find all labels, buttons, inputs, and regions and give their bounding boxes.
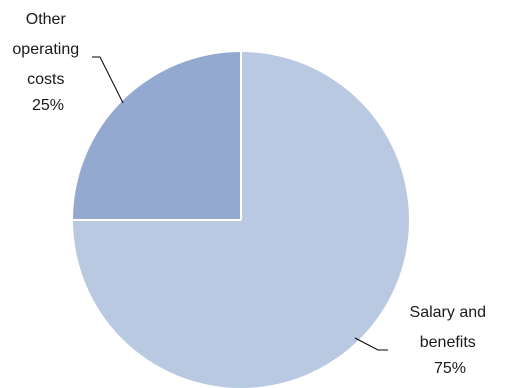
slice-label-salary-and-benefits: Salary and benefits 75% [410, 304, 491, 377]
slice-label-line: operating [12, 41, 79, 58]
slice-label-other-operating-costs: Other operating costs 25% [12, 11, 83, 114]
leader-line-other-operating-costs [92, 56, 124, 104]
slice-value-label: 75% [434, 360, 466, 377]
pie-slice-edges [73, 52, 242, 221]
slice-label-line: benefits [420, 334, 476, 351]
slice-label-line: costs [27, 71, 64, 88]
pie-slice-other-operating-costs [73, 52, 241, 220]
slice-value-label: 25% [32, 97, 64, 114]
leader-line-salary-and-benefits [354, 337, 388, 351]
slice-label-line: Salary and [410, 304, 487, 321]
slice-label-line: Other [26, 11, 67, 28]
